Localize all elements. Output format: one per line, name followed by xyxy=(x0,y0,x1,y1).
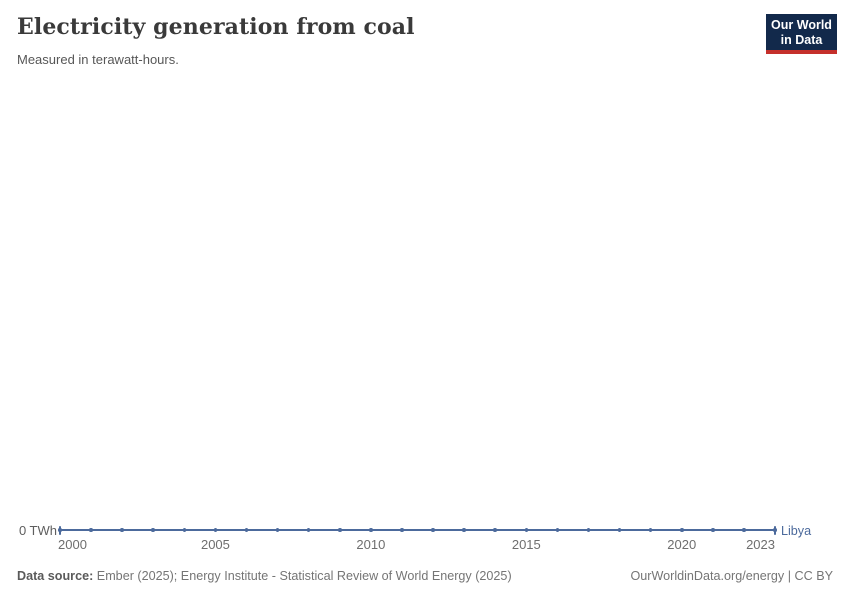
series-line-libya[interactable] xyxy=(60,529,775,531)
data-point-2015[interactable] xyxy=(524,528,529,532)
series-label-libya[interactable]: Libya xyxy=(781,524,812,538)
data-point-2005[interactable] xyxy=(213,528,218,532)
x-tick-label-2005: 2005 xyxy=(200,537,230,552)
owid-logo-line1: Our World xyxy=(771,18,832,32)
data-point-2002[interactable] xyxy=(120,528,124,532)
data-point-2006[interactable] xyxy=(244,528,249,532)
chart-title: Electricity generation from coal xyxy=(17,14,415,40)
data-point-2022[interactable] xyxy=(742,528,746,532)
footer-source: Data source: Ember (2025); Energy Instit… xyxy=(17,569,512,583)
owid-logo-line2: in Data xyxy=(780,33,823,47)
data-point-2019[interactable] xyxy=(648,528,653,532)
data-point-2008[interactable] xyxy=(306,528,311,532)
chart-subtitle: Measured in terawatt-hours. xyxy=(17,52,179,67)
x-tick-label-2010: 2010 xyxy=(356,537,386,552)
data-point-2009[interactable] xyxy=(337,528,342,532)
data-point-2014[interactable] xyxy=(493,528,497,532)
footer-link[interactable]: OurWorldinData.org/energy | CC BY xyxy=(630,569,833,583)
x-tick-label-2023: 2023 xyxy=(746,537,775,552)
data-point-2012[interactable] xyxy=(431,528,435,532)
data-point-2000[interactable] xyxy=(58,528,62,532)
x-tick-label-2015: 2015 xyxy=(511,537,541,552)
data-point-2003[interactable] xyxy=(151,528,156,532)
data-point-2010[interactable] xyxy=(369,528,373,532)
footer-source-label: Data source: xyxy=(17,569,94,583)
data-point-2020[interactable] xyxy=(679,528,684,532)
data-point-2017[interactable] xyxy=(586,528,591,532)
data-point-2016[interactable] xyxy=(555,528,560,532)
data-point-2021[interactable] xyxy=(711,528,715,532)
y-axis-zero-label: 0 TWh xyxy=(18,523,57,538)
data-point-2007[interactable] xyxy=(275,528,280,532)
owid-logo[interactable]: Our World in Data xyxy=(766,14,837,54)
data-point-2013[interactable] xyxy=(462,528,466,532)
data-point-2004[interactable] xyxy=(182,528,187,532)
data-point-2018[interactable] xyxy=(617,528,622,532)
data-point-2023[interactable] xyxy=(773,528,777,532)
x-tick-label-2020: 2020 xyxy=(667,537,697,552)
x-tick-label-2000: 2000 xyxy=(58,537,87,552)
footer-source-text: Ember (2025); Energy Institute - Statist… xyxy=(93,569,512,583)
data-point-2001[interactable] xyxy=(89,528,93,532)
data-point-2011[interactable] xyxy=(400,528,404,532)
